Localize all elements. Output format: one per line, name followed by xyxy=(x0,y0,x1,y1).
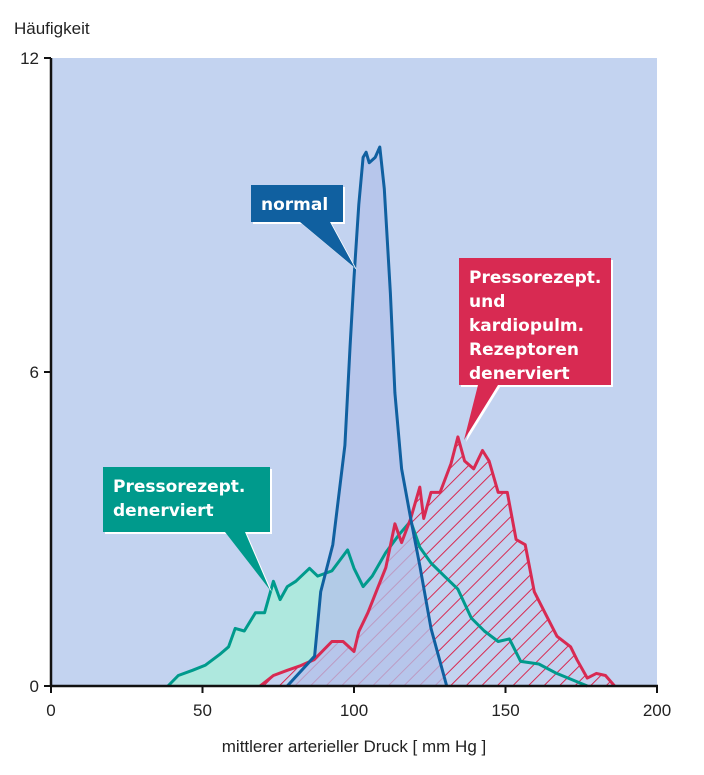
x-tick-label: 50 xyxy=(193,701,212,720)
series-line-pressorezept-und-kardiopulm-rezeptoren-denerviert xyxy=(259,435,616,688)
y-tick-label: 0 xyxy=(30,677,39,696)
series-line-normal xyxy=(286,145,449,688)
x-tick-label: 100 xyxy=(340,701,368,720)
x-tick-label: 150 xyxy=(491,701,519,720)
y-tick-label: 6 xyxy=(30,363,39,382)
x-axis-label: mittlerer arterieller Druck [ mm Hg ] xyxy=(222,737,486,756)
x-tick-label: 200 xyxy=(643,701,671,720)
callout-normal: normal xyxy=(251,185,357,270)
series-fill-pressorezept-und-kardiopulm-rezeptoren-denerviert xyxy=(260,436,615,686)
callout-text: denerviert xyxy=(113,501,214,521)
x-tick-label: 0 xyxy=(46,701,55,720)
callout-box xyxy=(459,258,611,440)
callout-text: normal xyxy=(261,195,328,215)
callout-text: Rezeptoren xyxy=(469,340,579,360)
callout-text: Pressorezept. xyxy=(469,268,601,288)
callout-text: Pressorezept. xyxy=(113,477,245,497)
callout-pressorezept-und-kardiopulm-rezeptoren-denerviert: Pressorezept. und kardiopulm. Rezeptoren den… xyxy=(459,258,613,442)
callout-box xyxy=(251,185,355,268)
callout-text: denerviert xyxy=(469,364,570,384)
callout-box xyxy=(103,467,270,590)
callout-text: kardiopulm. xyxy=(469,316,584,336)
callout-text: und xyxy=(469,292,505,312)
callout-pressorezept-denerviert: Pressorezept. denerviert xyxy=(103,467,272,592)
series-line-pressorezept-denerviert xyxy=(166,519,588,688)
series-fill-normal xyxy=(287,147,447,686)
y-axis-label: Häufigkeit xyxy=(14,19,90,38)
y-tick-label: 12 xyxy=(20,49,39,68)
